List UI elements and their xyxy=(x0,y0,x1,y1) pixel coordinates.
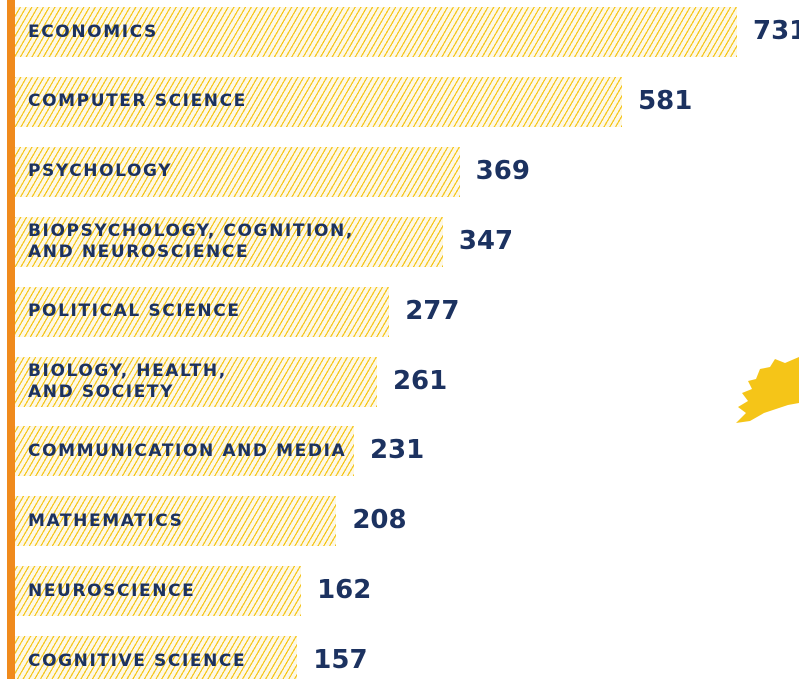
bar xyxy=(15,216,443,267)
value-label: 277 xyxy=(405,295,460,326)
decoration xyxy=(736,357,799,423)
value-label: 581 xyxy=(638,85,693,116)
bar xyxy=(15,7,737,57)
category-label: BIOPSYCHOLOGY, COGNITION, AND NEUROSCIEN… xyxy=(28,220,354,262)
value-label: 162 xyxy=(317,575,372,606)
value-label: 231 xyxy=(369,435,425,466)
value-label: 731 xyxy=(753,16,799,46)
bar xyxy=(15,76,623,127)
bar xyxy=(15,496,337,547)
category-label: BIOLOGY, HEALTH, AND SOCIETY xyxy=(28,360,227,402)
value-label: 157 xyxy=(313,645,368,676)
bar xyxy=(15,426,354,477)
category-label: NEUROSCIENCE xyxy=(28,580,196,601)
category-label: POLITICAL SCIENCE xyxy=(28,301,241,322)
value-label: 261 xyxy=(392,365,448,396)
category-label: COGNITIVE SCIENCE xyxy=(28,650,247,671)
bar xyxy=(15,146,460,197)
category-label: COMPUTER SCIENCE xyxy=(28,91,247,112)
value-label: 347 xyxy=(458,225,514,256)
category-label: COMMUNICATION AND MEDIA xyxy=(28,440,347,461)
category-label: PSYCHOLOGY xyxy=(28,161,173,182)
bar xyxy=(15,286,390,337)
category-label: ECONOMICS xyxy=(28,21,158,42)
category-label: MATHEMATICS xyxy=(28,510,184,531)
bar xyxy=(15,356,377,407)
value-label: 369 xyxy=(475,155,530,186)
value-label: 208 xyxy=(352,505,407,536)
axis-line xyxy=(7,0,15,679)
bar xyxy=(15,636,298,679)
bar xyxy=(15,566,302,617)
